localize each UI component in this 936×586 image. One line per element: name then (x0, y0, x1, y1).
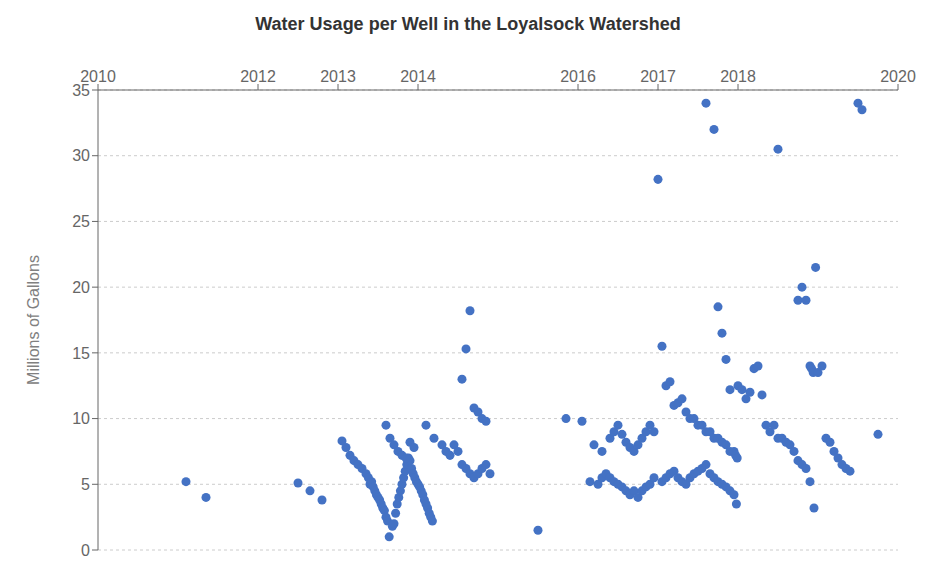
svg-text:2014: 2014 (400, 68, 436, 85)
svg-text:2016: 2016 (560, 68, 596, 85)
svg-text:2018: 2018 (720, 68, 756, 85)
svg-text:25: 25 (72, 213, 90, 230)
svg-text:35: 35 (72, 82, 90, 99)
svg-text:20: 20 (72, 279, 90, 296)
svg-text:10: 10 (72, 410, 90, 427)
svg-text:Millions of Gallons: Millions of Gallons (25, 255, 42, 385)
svg-text:5: 5 (81, 476, 90, 493)
html-text:Water Usage per Well in the Lo: Water Usage per Well in the Loyalsock Wa… (255, 14, 681, 34)
svg-text:2013: 2013 (320, 68, 356, 85)
svg-text:0: 0 (81, 542, 90, 559)
svg-text:30: 30 (72, 147, 90, 164)
svg-text:2012: 2012 (240, 68, 276, 85)
svg-text:2017: 2017 (640, 68, 676, 85)
svg-text:2020: 2020 (880, 68, 916, 85)
svg-text:2010: 2010 (80, 68, 116, 85)
svg-text:15: 15 (72, 345, 90, 362)
